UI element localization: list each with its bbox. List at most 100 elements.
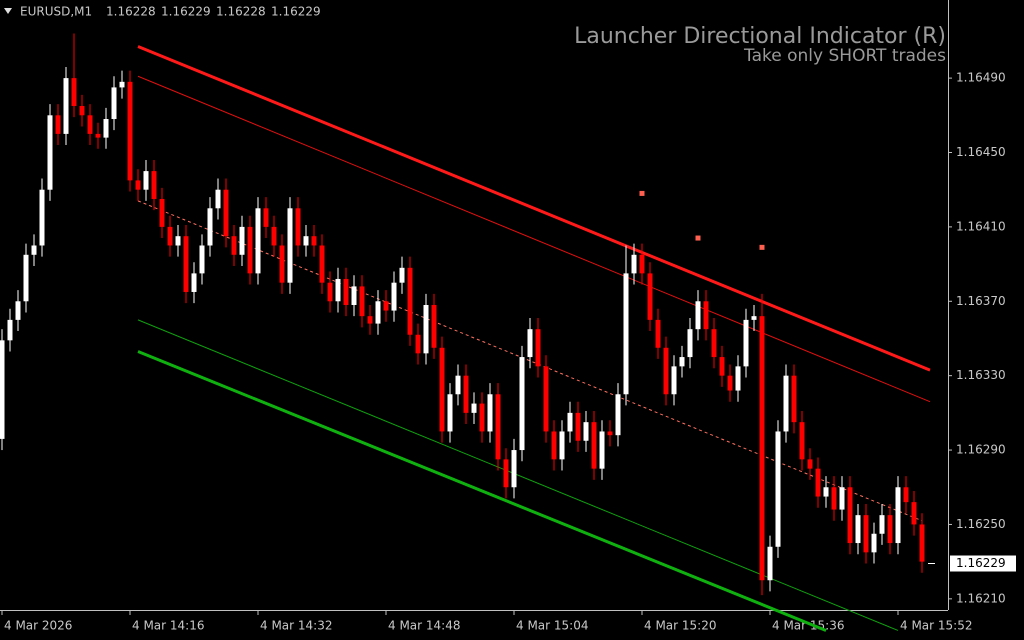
channel-line <box>137 350 827 632</box>
x-tick-label: 4 Mar 14:48 <box>388 619 461 633</box>
candle-body <box>23 254 29 302</box>
candle-body <box>487 394 493 432</box>
candle-body <box>207 208 213 246</box>
candle-body <box>503 459 509 488</box>
x-tick-label: 4 Mar 15:36 <box>772 619 845 633</box>
candle-body <box>535 329 541 367</box>
symbol: EURUSD,M1 <box>20 5 92 19</box>
candle-body <box>335 278 341 302</box>
x-tick-label: 4 Mar 15:52 <box>900 619 973 633</box>
signal-marker <box>695 235 701 241</box>
candle-body <box>31 245 37 255</box>
candle-body <box>287 208 293 283</box>
candle-body <box>455 375 461 395</box>
candle-body <box>495 394 501 460</box>
candle-body <box>167 226 173 246</box>
candle-body <box>615 394 621 436</box>
last-price-box <box>950 555 1016 572</box>
candle-body <box>383 301 389 311</box>
x-tick-label: 4 Mar 2026 <box>4 619 72 633</box>
indicator-subtitle: Take only SHORT trades <box>743 46 946 66</box>
candle-body <box>831 487 837 510</box>
candle-body <box>695 301 701 330</box>
candle-body <box>7 319 13 341</box>
menu-arrow[interactable] <box>4 8 12 14</box>
candle-body <box>799 422 805 460</box>
candle-body <box>543 366 549 432</box>
y-tick-label: 1.16330 <box>956 368 1006 382</box>
candle-body <box>887 515 893 544</box>
last-price-label: 1.16229 <box>956 556 1006 570</box>
candle-body <box>767 546 773 581</box>
candle-body <box>191 273 197 292</box>
candle-body <box>743 319 749 367</box>
signal-marker <box>759 244 765 250</box>
candle-body <box>431 305 437 348</box>
candle-body <box>359 286 365 317</box>
quote: 1.16229 <box>271 5 321 19</box>
channel-line <box>137 45 931 372</box>
candle-body <box>159 198 165 227</box>
candle-body <box>47 115 53 190</box>
candle-body <box>703 301 709 330</box>
quote: 1.16228 <box>216 5 266 19</box>
candle-body <box>375 301 381 324</box>
candle-body <box>151 171 157 199</box>
candle-body <box>295 208 301 246</box>
candle-body <box>199 245 205 274</box>
candle-body <box>303 236 309 246</box>
candle-body <box>655 319 661 348</box>
candle-body <box>471 403 477 413</box>
candle-body <box>519 357 525 451</box>
candle-body <box>63 78 69 134</box>
candle-body <box>607 431 613 436</box>
candle-body <box>919 524 925 562</box>
candle-body <box>575 412 581 441</box>
candle-body <box>311 236 317 246</box>
candle-body <box>903 487 909 503</box>
candle-body <box>735 366 741 391</box>
candle-body <box>591 422 597 469</box>
candle-body <box>863 515 869 553</box>
candle-body <box>511 450 517 488</box>
y-tick-label: 1.16490 <box>956 71 1006 85</box>
x-tick-label: 4 Mar 14:16 <box>132 619 205 633</box>
candle-body <box>647 273 653 320</box>
candle-body <box>423 305 429 354</box>
candle-body <box>119 81 125 88</box>
candle-body <box>279 245 285 283</box>
candle-body <box>343 278 349 305</box>
candle-body <box>55 115 61 134</box>
candle-body <box>367 316 373 324</box>
candle-body <box>223 189 229 237</box>
candle-body <box>839 487 845 510</box>
candle-body <box>447 394 453 432</box>
y-tick-label: 1.16410 <box>956 219 1006 233</box>
candle-body <box>39 189 45 246</box>
candle-body <box>815 468 821 497</box>
x-tick-label: 4 Mar 15:20 <box>644 619 717 633</box>
candle-body <box>551 431 557 460</box>
candle-body <box>791 375 797 423</box>
candle-body <box>807 459 813 469</box>
candle-body <box>639 254 645 274</box>
candle-body <box>679 357 685 367</box>
y-tick-label: 1.16250 <box>956 517 1006 531</box>
candle-body <box>247 226 253 274</box>
x-tick-label: 4 Mar 15:04 <box>516 619 589 633</box>
candle-body <box>439 347 445 432</box>
candle-body <box>719 357 725 376</box>
candle-body <box>183 236 189 292</box>
candle-body <box>911 502 917 525</box>
candle-body <box>631 254 637 274</box>
candle-body <box>87 115 93 134</box>
candle-body <box>599 431 605 469</box>
candle-body <box>215 189 221 209</box>
candle-body <box>559 431 565 460</box>
candle-body <box>351 286 357 305</box>
candle-body <box>895 487 901 544</box>
candle-body <box>271 226 277 246</box>
candle-body <box>623 273 629 395</box>
candle-body <box>671 366 677 395</box>
candle-body <box>255 208 261 274</box>
